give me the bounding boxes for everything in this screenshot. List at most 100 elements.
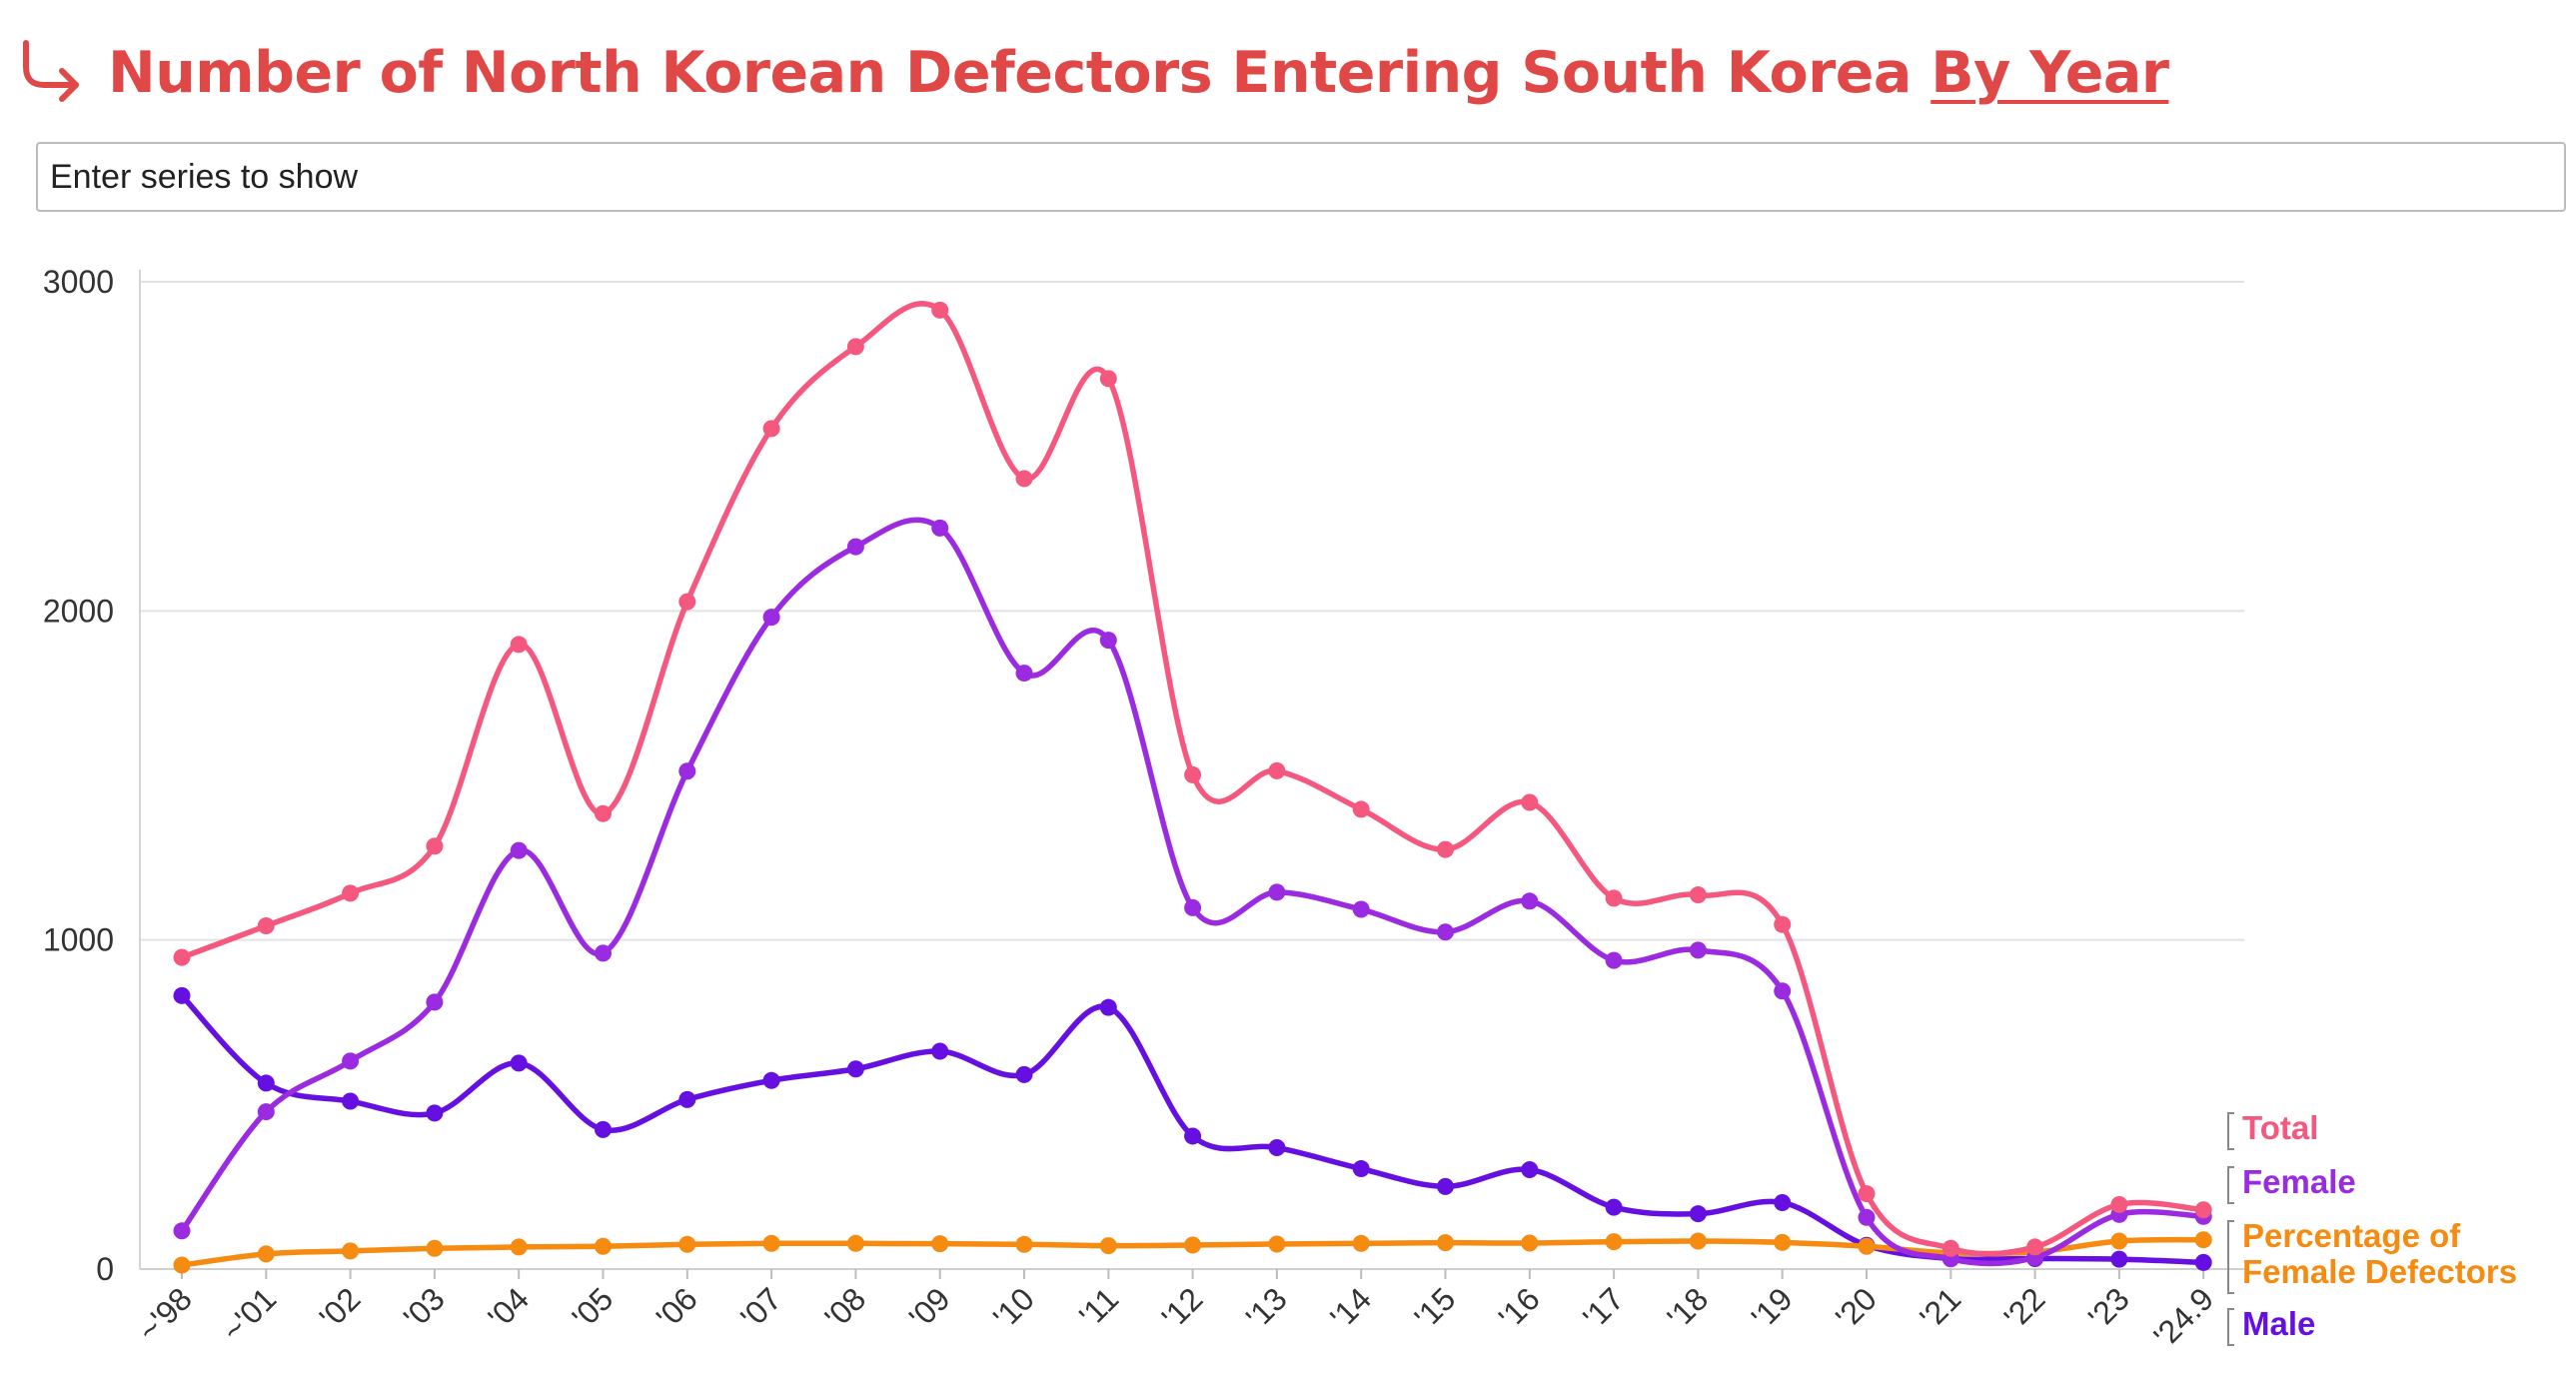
series-search-input[interactable] bbox=[36, 142, 2566, 212]
data-point[interactable] bbox=[1099, 632, 1117, 650]
data-point[interactable] bbox=[1184, 898, 1202, 916]
data-point[interactable] bbox=[1941, 1239, 1959, 1257]
data-point[interactable] bbox=[1352, 900, 1370, 918]
legend-label[interactable]: Total bbox=[2242, 1109, 2318, 1146]
data-point[interactable] bbox=[342, 1052, 360, 1070]
data-point[interactable] bbox=[678, 1235, 696, 1253]
data-point[interactable] bbox=[1774, 915, 1792, 933]
data-point[interactable] bbox=[595, 944, 612, 962]
legend-female[interactable]: Female bbox=[2227, 1163, 2356, 1204]
data-point[interactable] bbox=[1605, 1233, 1623, 1251]
data-point[interactable] bbox=[1689, 941, 1707, 959]
data-point[interactable] bbox=[1015, 665, 1033, 683]
data-point[interactable] bbox=[1858, 1185, 1876, 1203]
data-point[interactable] bbox=[595, 1120, 612, 1138]
data-point[interactable] bbox=[1858, 1237, 1876, 1255]
data-point[interactable] bbox=[426, 993, 444, 1011]
data-point[interactable] bbox=[1521, 1234, 1539, 1252]
data-point[interactable] bbox=[1437, 840, 1454, 858]
data-point[interactable] bbox=[1689, 1232, 1707, 1250]
data-point[interactable] bbox=[2110, 1250, 2128, 1268]
data-point[interactable] bbox=[1774, 1193, 1792, 1211]
data-point[interactable] bbox=[1184, 1236, 1202, 1254]
data-point[interactable] bbox=[931, 519, 949, 537]
data-point[interactable] bbox=[1099, 1237, 1117, 1255]
data-point[interactable] bbox=[1521, 793, 1539, 811]
data-point[interactable] bbox=[342, 1092, 360, 1110]
data-point[interactable] bbox=[1437, 1234, 1454, 1252]
data-point[interactable] bbox=[1099, 998, 1117, 1016]
data-point[interactable] bbox=[1268, 883, 1286, 901]
data-point[interactable] bbox=[342, 884, 360, 902]
data-point[interactable] bbox=[1689, 1205, 1707, 1223]
data-point[interactable] bbox=[1184, 765, 1202, 783]
legend-percentage-of-female-defectors[interactable]: Percentage of Female Defectors bbox=[2227, 1217, 2517, 1294]
data-point[interactable] bbox=[1774, 982, 1792, 1000]
data-point[interactable] bbox=[678, 593, 696, 611]
data-point[interactable] bbox=[1352, 1234, 1370, 1252]
legend-label[interactable]: Percentage of Female Defectors bbox=[2242, 1217, 2517, 1290]
data-point[interactable] bbox=[595, 804, 612, 822]
data-point[interactable] bbox=[2110, 1195, 2128, 1213]
data-point[interactable] bbox=[2194, 1231, 2212, 1249]
data-point[interactable] bbox=[762, 1234, 780, 1252]
data-point[interactable] bbox=[762, 609, 780, 627]
data-point[interactable] bbox=[678, 762, 696, 780]
data-point[interactable] bbox=[1689, 886, 1707, 904]
data-point[interactable] bbox=[257, 1074, 275, 1092]
data-point[interactable] bbox=[173, 986, 191, 1004]
data-point[interactable] bbox=[510, 841, 528, 859]
data-point[interactable] bbox=[931, 1235, 949, 1253]
line-total[interactable] bbox=[179, 301, 2206, 1257]
data-point[interactable] bbox=[846, 338, 864, 356]
data-point[interactable] bbox=[1099, 370, 1117, 388]
data-point[interactable] bbox=[342, 1242, 360, 1260]
data-point[interactable] bbox=[846, 538, 864, 556]
data-point[interactable] bbox=[426, 837, 444, 855]
line-female[interactable] bbox=[179, 517, 2206, 1267]
data-point[interactable] bbox=[762, 420, 780, 438]
data-point[interactable] bbox=[1352, 800, 1370, 818]
data-point[interactable] bbox=[426, 1239, 444, 1257]
data-point[interactable] bbox=[173, 1256, 191, 1274]
data-point[interactable] bbox=[678, 1090, 696, 1108]
data-point[interactable] bbox=[1352, 1160, 1370, 1178]
by-year-link[interactable]: By Year bbox=[1931, 40, 2169, 106]
data-point[interactable] bbox=[257, 917, 275, 935]
data-point[interactable] bbox=[1858, 1208, 1876, 1226]
data-point[interactable] bbox=[762, 1071, 780, 1089]
legend-label[interactable]: Male bbox=[2242, 1305, 2315, 1342]
data-point[interactable] bbox=[1437, 1177, 1454, 1195]
data-point[interactable] bbox=[257, 1245, 275, 1263]
data-point[interactable] bbox=[173, 948, 191, 966]
data-point[interactable] bbox=[510, 636, 528, 654]
data-point[interactable] bbox=[1437, 923, 1454, 941]
data-point[interactable] bbox=[931, 301, 949, 319]
data-point[interactable] bbox=[510, 1054, 528, 1072]
data-point[interactable] bbox=[846, 1060, 864, 1078]
data-point[interactable] bbox=[1521, 892, 1539, 910]
legend-total[interactable]: Total bbox=[2227, 1109, 2318, 1150]
data-point[interactable] bbox=[173, 1222, 191, 1240]
data-point[interactable] bbox=[2194, 1253, 2212, 1271]
data-point[interactable] bbox=[595, 1237, 612, 1255]
data-point[interactable] bbox=[1268, 1138, 1286, 1156]
data-point[interactable] bbox=[2110, 1232, 2128, 1250]
data-point[interactable] bbox=[426, 1104, 444, 1122]
data-point[interactable] bbox=[1015, 470, 1033, 488]
data-point[interactable] bbox=[510, 1238, 528, 1256]
data-point[interactable] bbox=[1015, 1065, 1033, 1083]
data-point[interactable] bbox=[1184, 1127, 1202, 1145]
data-point[interactable] bbox=[1605, 1198, 1623, 1216]
data-point[interactable] bbox=[2026, 1238, 2044, 1256]
data-point[interactable] bbox=[1268, 761, 1286, 779]
legend-label[interactable]: Female bbox=[2242, 1163, 2356, 1200]
data-point[interactable] bbox=[1268, 1235, 1286, 1253]
data-point[interactable] bbox=[2194, 1201, 2212, 1219]
legend-male[interactable]: Male bbox=[2227, 1305, 2315, 1346]
data-point[interactable] bbox=[1521, 1161, 1539, 1179]
data-point[interactable] bbox=[1605, 889, 1623, 907]
data-point[interactable] bbox=[931, 1042, 949, 1060]
data-point[interactable] bbox=[1015, 1235, 1033, 1253]
data-point[interactable] bbox=[846, 1234, 864, 1252]
